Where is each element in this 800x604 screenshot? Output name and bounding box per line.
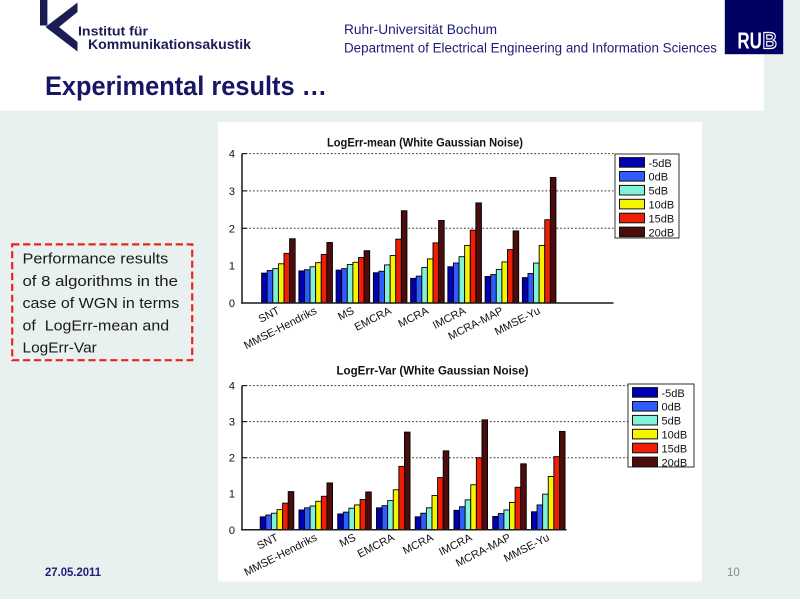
svg-text:LogErr-mean (White Gaussian No: LogErr-mean (White Gaussian Noise) (327, 138, 523, 150)
svg-text:-5dB: -5dB (649, 158, 672, 170)
svg-text:4: 4 (229, 149, 235, 161)
svg-text:3: 3 (229, 417, 235, 429)
svg-text:4: 4 (229, 381, 235, 393)
svg-text:of LogErr-mean and: of LogErr-mean and (23, 317, 170, 334)
svg-text:Ruhr-Universität Bochum: Ruhr-Universität Bochum (344, 22, 497, 37)
svg-text:5dB: 5dB (662, 416, 682, 428)
svg-text:Institut für: Institut für (78, 25, 148, 39)
svg-text:10dB: 10dB (649, 200, 675, 212)
svg-text:Department of Electrical Engin: Department of Electrical Engineering and… (344, 41, 717, 56)
svg-text:0dB: 0dB (649, 172, 669, 184)
svg-text:3: 3 (229, 186, 235, 198)
svg-text:Kommunikationsakustik: Kommunikationsakustik (88, 37, 252, 52)
svg-text:27.05.2011: 27.05.2011 (45, 567, 102, 579)
svg-text:15dB: 15dB (649, 213, 675, 225)
svg-text:Experimental results …: Experimental results … (45, 71, 327, 101)
svg-text:case of WGN in terms: case of WGN in terms (23, 295, 180, 312)
svg-text:20dB: 20dB (649, 227, 675, 239)
svg-text:0: 0 (229, 525, 235, 537)
svg-text:10dB: 10dB (662, 430, 688, 442)
svg-text:0dB: 0dB (662, 402, 682, 414)
svg-text:10: 10 (727, 567, 740, 579)
svg-text:5dB: 5dB (649, 186, 669, 198)
svg-text:-5dB: -5dB (662, 388, 685, 400)
svg-text:0: 0 (229, 298, 235, 310)
svg-text:LogErr-Var (White Gaussian Noi: LogErr-Var (White Gaussian Noise) (337, 366, 529, 378)
svg-text:1: 1 (229, 489, 235, 501)
svg-text:B: B (763, 28, 778, 54)
svg-text:RU: RU (737, 28, 762, 54)
svg-text:LogErr-Var: LogErr-Var (23, 340, 97, 357)
svg-text:2: 2 (229, 223, 235, 235)
svg-text:20dB: 20dB (662, 457, 688, 469)
svg-text:15dB: 15dB (662, 443, 688, 455)
svg-text:Performance results: Performance results (23, 251, 169, 268)
svg-text:2: 2 (229, 453, 235, 465)
svg-text:1: 1 (229, 261, 235, 273)
svg-text:of 8 algorithms in the: of 8 algorithms in the (23, 273, 178, 290)
